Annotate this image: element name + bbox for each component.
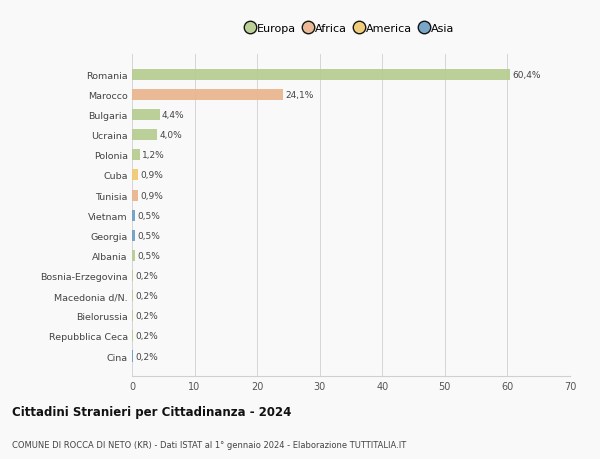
Bar — [132, 150, 140, 161]
Bar — [132, 170, 137, 181]
Bar — [132, 291, 133, 302]
Text: Cittadini Stranieri per Cittadinanza - 2024: Cittadini Stranieri per Cittadinanza - 2… — [12, 405, 292, 419]
Bar — [132, 70, 510, 81]
Text: 4,0%: 4,0% — [160, 131, 182, 140]
Text: 0,5%: 0,5% — [137, 211, 161, 220]
Text: 60,4%: 60,4% — [512, 71, 541, 80]
Text: 1,2%: 1,2% — [142, 151, 165, 160]
Text: 0,2%: 0,2% — [136, 291, 158, 301]
Text: 4,4%: 4,4% — [162, 111, 185, 120]
Text: 0,9%: 0,9% — [140, 171, 163, 180]
Text: 24,1%: 24,1% — [286, 91, 314, 100]
Bar — [132, 250, 135, 262]
Bar — [132, 230, 135, 241]
Legend: Europa, Africa, America, Asia: Europa, Africa, America, Asia — [243, 19, 459, 39]
Text: 0,5%: 0,5% — [137, 252, 161, 260]
Text: COMUNE DI ROCCA DI NETO (KR) - Dati ISTAT al 1° gennaio 2024 - Elaborazione TUTT: COMUNE DI ROCCA DI NETO (KR) - Dati ISTA… — [12, 441, 406, 449]
Bar — [132, 330, 133, 341]
Bar — [132, 270, 133, 281]
Text: 0,2%: 0,2% — [136, 312, 158, 320]
Bar — [132, 351, 133, 362]
Bar — [132, 110, 160, 121]
Bar — [132, 210, 135, 221]
Bar — [132, 311, 133, 322]
Bar — [132, 190, 137, 201]
Text: 0,2%: 0,2% — [136, 352, 158, 361]
Text: 0,2%: 0,2% — [136, 271, 158, 280]
Bar — [132, 130, 157, 141]
Text: 0,2%: 0,2% — [136, 332, 158, 341]
Text: 0,9%: 0,9% — [140, 191, 163, 200]
Bar — [132, 90, 283, 101]
Text: 0,5%: 0,5% — [137, 231, 161, 241]
